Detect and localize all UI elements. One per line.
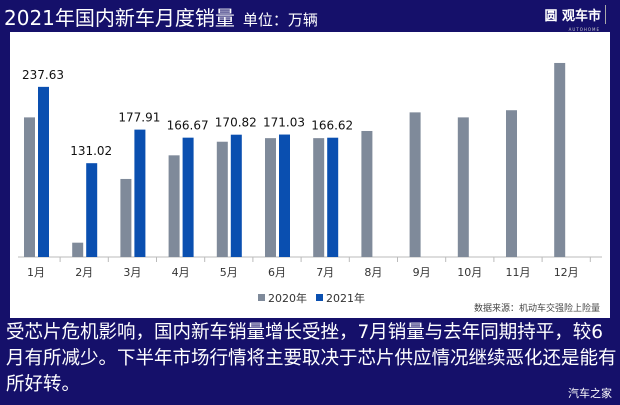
- bar-2020年: [120, 178, 132, 257]
- data-source: 数据来源：机动车交强险上险量: [474, 302, 600, 314]
- bar-2020年: [168, 155, 180, 257]
- bar-2021年: [86, 163, 98, 257]
- unit-label: 单位：万辆: [242, 11, 318, 29]
- x-tick-label: 7月: [316, 266, 334, 279]
- x-tick-label: 10月: [457, 266, 482, 279]
- bar-2021年: [134, 129, 146, 257]
- chart-title: 2021年国内新车月度销量 单位：万辆: [4, 2, 318, 31]
- bar-2020年: [361, 130, 373, 257]
- bar-2020年: [72, 242, 84, 257]
- bar-2020年: [506, 110, 517, 257]
- x-tick-label: 4月: [172, 266, 190, 279]
- data-label: 166.62: [311, 119, 353, 133]
- data-label: 166.67: [167, 119, 209, 133]
- bar-2021年: [279, 134, 290, 257]
- x-tick-label: 2月: [75, 266, 93, 279]
- x-tick-label: 11月: [506, 266, 531, 279]
- legend-label: 2021年: [326, 291, 365, 305]
- x-tick-label: 12月: [554, 266, 579, 279]
- legend-swatch: [316, 294, 323, 301]
- caption-text: 受芯片危机影响，国内新车销量增长受挫，7月销量与去年同期持平，较6月有所减少。下…: [6, 322, 617, 395]
- x-tick-label: 6月: [268, 266, 286, 279]
- watermark: 汽车之家: [568, 387, 612, 400]
- bar-2021年: [38, 86, 49, 257]
- legend-swatch: [258, 294, 265, 301]
- x-tick-label: 1月: [27, 266, 45, 279]
- bar-2020年: [457, 117, 469, 257]
- data-label: 131.02: [70, 144, 112, 158]
- data-label: 171.03: [263, 116, 305, 130]
- logo-subtext: AUTOHOME: [568, 27, 600, 32]
- chart-panel: 1月 237.63 2月 131.02 3月 177.91 4月 166.67 5月 170.82…: [10, 32, 610, 318]
- bar-2021年: [182, 137, 194, 257]
- legend-label: 2020年: [268, 291, 307, 305]
- title-text: 2021年国内新车月度销量: [4, 6, 235, 30]
- autohome-logo: 圆 观车市: [544, 5, 606, 24]
- x-tick-label: 9月: [413, 266, 431, 279]
- bar-2021年: [230, 134, 242, 257]
- bar-2020年: [313, 138, 325, 257]
- data-label: 170.82: [215, 116, 257, 130]
- x-tick-label: 5月: [220, 266, 238, 279]
- bar-2020年: [554, 62, 566, 257]
- bar-2020年: [409, 112, 421, 257]
- bar-2020年: [265, 138, 276, 257]
- bar-2020年: [216, 141, 228, 257]
- data-label: 177.91: [118, 111, 160, 125]
- x-tick-label: 3月: [123, 266, 141, 279]
- bar-2021年: [327, 137, 339, 257]
- bar-2020年: [24, 117, 35, 257]
- bar-chart: 1月 237.63 2月 131.02 3月 177.91 4月 166.67 5月 170.82…: [18, 62, 602, 314]
- x-tick-label: 8月: [364, 266, 382, 279]
- data-label: 237.63: [22, 68, 64, 82]
